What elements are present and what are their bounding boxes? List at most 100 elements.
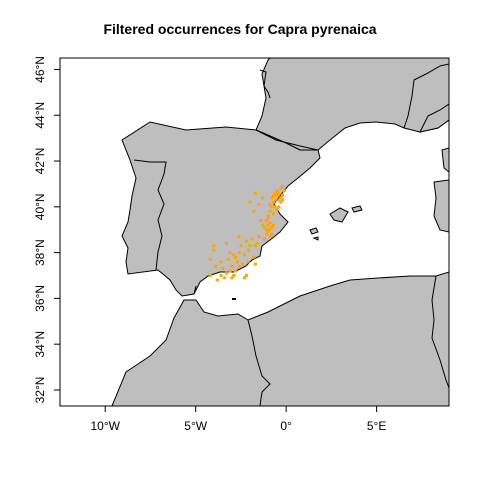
occurrence-point (248, 244, 252, 248)
occurrence-point (261, 223, 265, 227)
occurrence-point (252, 255, 256, 259)
occurrence-point (241, 262, 245, 266)
land-north-africa (111, 271, 449, 406)
border-morocco-algeria (247, 319, 271, 406)
occurrence-point (228, 251, 232, 255)
occurrence-point (282, 189, 286, 193)
occurrence-point (208, 258, 212, 261)
occurrence-point (268, 209, 272, 213)
occurrence-point (281, 193, 284, 197)
occurrence-point (246, 260, 250, 264)
occurrence-point (279, 187, 283, 190)
land-iberia (121, 121, 321, 297)
occurrence-point (272, 193, 275, 197)
occurrence-point (221, 267, 225, 271)
occurrence-point (266, 214, 270, 218)
map-title: Filtered occurrences for Capra pyrenaica (103, 21, 377, 37)
occurrence-point (243, 253, 246, 257)
occurrence-point (272, 223, 275, 227)
occurrence-point (248, 200, 252, 204)
occurrence-point (212, 244, 216, 248)
occurrence-point (273, 191, 277, 195)
y-axis: 32°N 34°N 36°N 38°N 40°N 42°N 44°N 46°N (33, 56, 60, 403)
occurrence-point (234, 255, 237, 259)
occurrence-point (226, 258, 230, 261)
occurrence-point (270, 232, 274, 236)
occurrence-point (266, 216, 270, 220)
occurrence-point (244, 274, 248, 277)
land-sardinia (433, 179, 449, 233)
occurrence-point (275, 189, 279, 193)
border-channel-coast (259, 69, 271, 99)
occurrence-point (232, 253, 236, 257)
occurrence-point (239, 244, 243, 248)
occurrence-point (264, 219, 268, 223)
occurrence-point (214, 264, 218, 268)
occurrence-point (272, 200, 275, 204)
occurrence-point (266, 230, 270, 234)
occurrence-point (230, 276, 234, 280)
occurrence-point (273, 198, 277, 202)
occurrence-point (270, 205, 274, 209)
occurrence-point (253, 191, 257, 195)
occurrence-point (268, 235, 272, 239)
occurrence-point (237, 235, 241, 239)
x-tick-label: 0° (280, 419, 292, 433)
y-tick-label: 40°N (33, 193, 47, 220)
occurrence-point (268, 203, 272, 206)
y-tick-label: 32°N (33, 377, 47, 404)
occurrence-point (235, 260, 239, 264)
land-alboran (232, 298, 236, 300)
occurrence-point (275, 207, 279, 211)
occurrence-point (279, 196, 283, 200)
occurrence-point (234, 269, 237, 273)
y-tick-label: 44°N (33, 102, 47, 129)
occurrence-point (215, 278, 219, 282)
x-tick-label: 10°W (90, 419, 120, 433)
occurrence-point (266, 223, 270, 227)
y-tick-label: 36°N (33, 285, 47, 312)
occurrence-point (259, 219, 263, 223)
occurrence-point (225, 241, 228, 245)
y-tick-label: 42°N (33, 148, 47, 175)
occurrence-point (273, 205, 277, 209)
occurrence-point (228, 269, 232, 273)
land-formentera (312, 236, 319, 241)
occurrence-point (277, 191, 281, 195)
occurrence-point (257, 203, 261, 206)
occurrence-point (277, 205, 281, 209)
occurrence-point (225, 271, 228, 275)
occurrence-point (281, 198, 284, 202)
land-menorca (351, 205, 363, 213)
border-gibraltar (193, 285, 197, 295)
occurrence-point (232, 274, 236, 277)
y-tick-label: 38°N (33, 239, 47, 266)
land-ibiza (309, 227, 319, 235)
border-algeria-tunisia (431, 275, 449, 389)
occurrence-point (252, 209, 256, 213)
land-corsica (441, 147, 449, 173)
occurrence-point (212, 248, 216, 252)
y-tick-label: 46°N (33, 56, 47, 83)
occurrence-point (257, 235, 261, 239)
occurrence-point (275, 193, 279, 197)
occurrence-point (250, 237, 254, 241)
occurrence-point (272, 212, 275, 216)
occurrence-point (268, 221, 272, 225)
map-layer (111, 58, 449, 406)
occurrence-point (270, 225, 274, 229)
occurrence-point (237, 251, 241, 255)
occurrence-point (208, 274, 212, 277)
x-tick-label: 5°W (184, 419, 207, 433)
occurrence-point (244, 239, 248, 243)
occurrence-point (237, 264, 241, 268)
land-mallorca (329, 207, 349, 223)
occurrence-point (281, 184, 284, 188)
occurrence-point (246, 248, 250, 252)
border-pyrenees (255, 129, 319, 151)
border-alps (403, 63, 449, 129)
occurrence-point (264, 228, 268, 232)
occurrence-point (263, 225, 266, 229)
occurrence-point (263, 237, 266, 241)
